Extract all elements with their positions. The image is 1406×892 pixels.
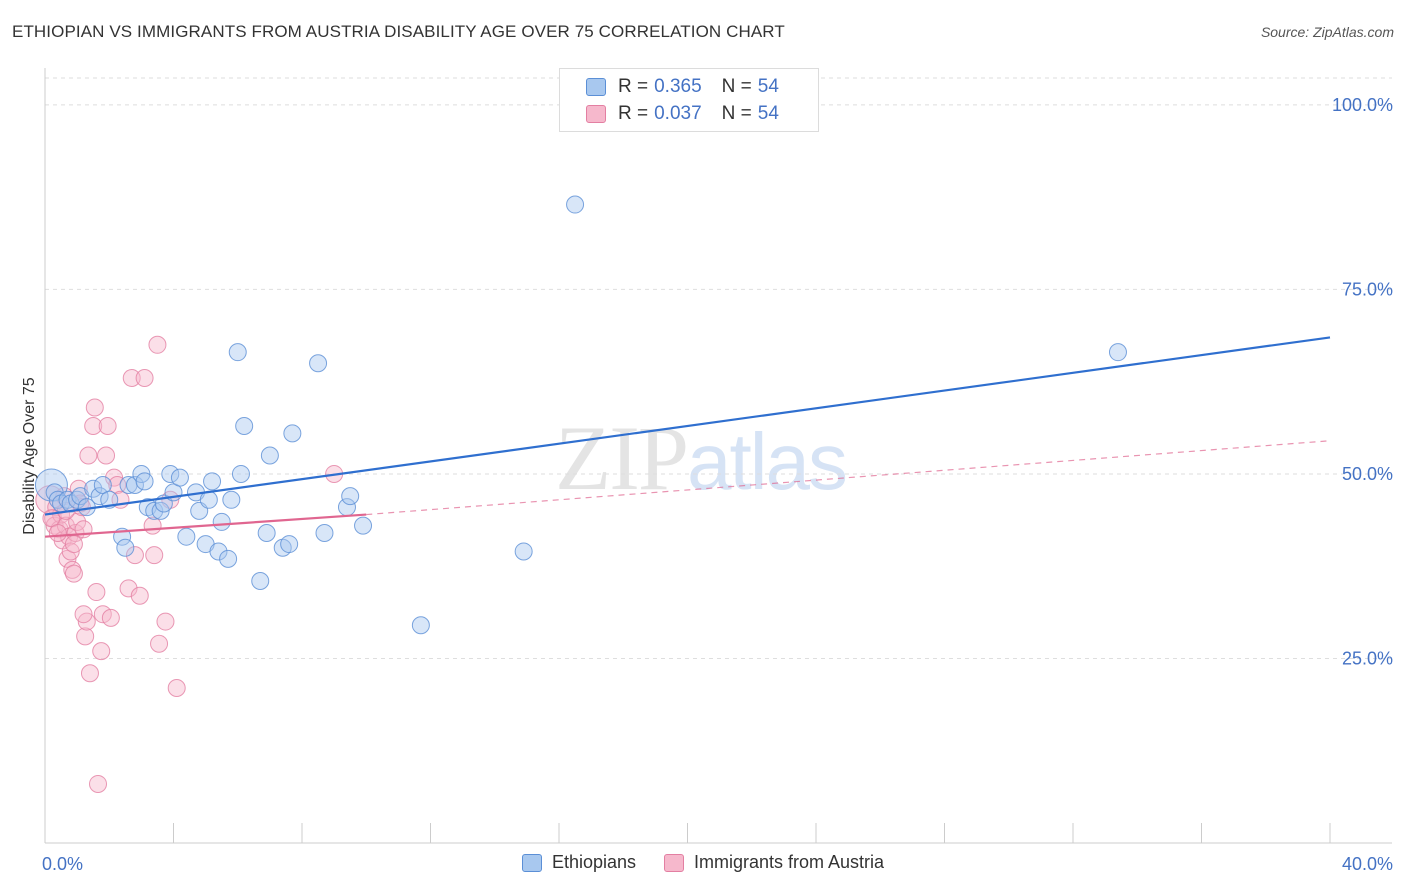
legend-n-label: N = xyxy=(721,76,752,97)
data-point xyxy=(87,583,106,602)
data-point xyxy=(101,608,120,627)
series-ethiopians xyxy=(34,195,1127,635)
x-tick-label: 40.0% xyxy=(1342,854,1393,874)
data-point xyxy=(64,535,83,554)
data-point xyxy=(89,774,108,793)
legend-r-label: R = xyxy=(618,103,649,124)
legend-label-ethiopians: Ethiopians xyxy=(551,852,636,872)
data-point xyxy=(145,501,164,520)
data-point xyxy=(119,579,138,598)
trend-line-blue xyxy=(44,336,1331,516)
data-point xyxy=(231,464,250,483)
data-point xyxy=(84,479,103,498)
data-point xyxy=(235,416,254,435)
data-point xyxy=(212,512,231,531)
data-point xyxy=(222,490,241,509)
axis-labels: 25.0% 50.0% 75.0% 100.0% 0.0% 40.0% Disability… xyxy=(21,95,1393,874)
legend-swatch-pink xyxy=(664,853,684,872)
data-point xyxy=(156,612,175,631)
data-point xyxy=(260,446,279,465)
data-point xyxy=(203,472,222,491)
trend-extension-pink xyxy=(366,440,1331,516)
legend-row-ethiopians: R = 0.365 N = 54 xyxy=(586,75,779,99)
data-point xyxy=(145,546,164,565)
data-point xyxy=(84,416,103,435)
data-point xyxy=(130,586,149,605)
data-point xyxy=(74,605,93,624)
data-point xyxy=(68,512,87,531)
data-point xyxy=(228,343,247,362)
legend-n-value: 54 xyxy=(757,103,779,124)
data-point xyxy=(309,354,328,373)
legend-n-label: N = xyxy=(721,103,752,124)
data-point xyxy=(1108,343,1127,362)
data-point xyxy=(170,468,189,487)
x-tick-label: 0.0% xyxy=(42,854,83,874)
data-point xyxy=(98,416,117,435)
data-point xyxy=(354,516,373,535)
data-point xyxy=(177,527,196,546)
data-point xyxy=(116,538,135,557)
legend-r-value: 0.037 xyxy=(654,103,702,124)
correlation-legend: R = 0.365 N = 54 R = 0.037 N = 54 xyxy=(559,68,819,132)
legend-r-value: 0.365 xyxy=(654,76,702,97)
data-point xyxy=(167,679,186,697)
data-point xyxy=(79,446,98,465)
data-point xyxy=(411,616,430,635)
legend-row-austria: R = 0.037 N = 54 xyxy=(586,102,779,126)
data-point xyxy=(92,642,111,661)
data-point xyxy=(135,472,154,491)
data-point xyxy=(80,664,99,683)
source-label: Source: ZipAtlas.com xyxy=(1260,24,1394,40)
series-immigrants-from-austria xyxy=(35,335,344,793)
legend-r-label: R = xyxy=(618,76,649,97)
trend-line-pink xyxy=(44,513,367,538)
legend-n-value: 54 xyxy=(757,76,779,97)
data-point xyxy=(150,634,169,653)
gridlines xyxy=(45,77,1392,659)
y-tick-label: 100.0% xyxy=(1332,95,1393,115)
data-point xyxy=(148,335,167,354)
legend-swatch-blue xyxy=(586,78,606,96)
data-point xyxy=(257,524,276,542)
data-point xyxy=(135,369,154,387)
y-tick-label: 25.0% xyxy=(1342,648,1393,668)
data-point xyxy=(280,535,299,554)
data-point xyxy=(566,195,585,214)
data-point xyxy=(48,524,67,542)
legend-swatch-blue xyxy=(521,853,542,872)
y-tick-label: 50.0% xyxy=(1342,464,1393,484)
data-point xyxy=(251,571,270,590)
trend-lines xyxy=(44,336,1331,538)
data-point xyxy=(64,564,83,583)
axes xyxy=(44,68,1392,844)
data-point xyxy=(219,549,238,568)
legend-label-austria: Immigrants from Austria xyxy=(694,852,885,872)
data-point xyxy=(90,487,109,506)
data-point xyxy=(85,398,104,417)
data-point xyxy=(76,627,95,646)
data-point xyxy=(315,524,334,542)
y-tick-label: 75.0% xyxy=(1342,279,1393,299)
legend-item-austria[interactable]: Immigrants from Austria xyxy=(664,852,884,873)
data-point xyxy=(122,369,141,387)
data-point xyxy=(341,487,360,506)
data-point xyxy=(514,542,533,561)
data-point xyxy=(283,424,302,443)
data-point xyxy=(209,542,228,561)
y-axis-label: Disability Age Over 75 xyxy=(21,377,38,535)
data-point xyxy=(125,476,144,495)
series-legend: Ethiopians Immigrants from Austria xyxy=(0,852,1406,873)
chart-title: ETHIOPIAN VS IMMIGRANTS FROM AUSTRIA DIS… xyxy=(12,22,785,41)
data-point xyxy=(97,446,116,465)
legend-item-ethiopians[interactable]: Ethiopians xyxy=(521,852,636,873)
legend-swatch-pink xyxy=(586,105,606,123)
data-point xyxy=(161,464,180,483)
data-point xyxy=(125,546,144,565)
